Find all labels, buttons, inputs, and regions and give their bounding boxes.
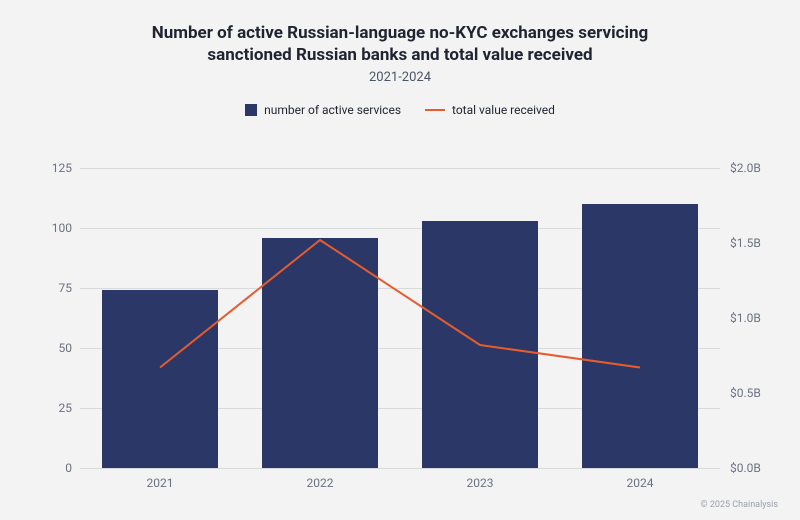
chart-container: Number of active Russian-language no-KYC… xyxy=(0,0,800,520)
y2-axis-tick-label: $0.5B xyxy=(730,386,761,400)
x-axis-tick-label: 2024 xyxy=(627,476,654,490)
plot-area: 0255075100125$0.0B$0.5B$1.0B$1.5B$2.0B20… xyxy=(80,168,720,468)
legend-swatch-bar xyxy=(245,104,257,116)
x-axis-tick-label: 2023 xyxy=(467,476,494,490)
y-axis-tick-label: 25 xyxy=(40,401,72,415)
y-axis-tick-label: 0 xyxy=(40,461,72,475)
legend-item-line: total value received xyxy=(425,103,555,117)
y2-axis-tick-label: $0.0B xyxy=(730,461,761,475)
copyright-text: © 2025 Chainalysis xyxy=(701,500,778,510)
legend-line-label: total value received xyxy=(452,103,555,117)
title-block: Number of active Russian-language no-KYC… xyxy=(0,0,800,85)
legend-item-bars: number of active services xyxy=(245,103,401,117)
y2-axis-tick-label: $1.0B xyxy=(730,311,761,325)
legend-bar-label: number of active services xyxy=(264,103,401,117)
y-axis-tick-label: 50 xyxy=(40,341,72,355)
y-axis-tick-label: 75 xyxy=(40,281,72,295)
x-axis-tick-label: 2022 xyxy=(307,476,334,490)
x-axis-tick-label: 2021 xyxy=(147,476,174,490)
legend: number of active services total value re… xyxy=(0,103,800,117)
line-series xyxy=(80,168,720,468)
chart-title-line2: sanctioned Russian banks and total value… xyxy=(0,44,800,66)
y2-axis-tick-label: $1.5B xyxy=(730,236,761,250)
legend-swatch-line xyxy=(425,109,445,111)
chart-subtitle: 2021-2024 xyxy=(0,70,800,85)
y2-axis-tick-label: $2.0B xyxy=(730,161,761,175)
gridline xyxy=(80,468,720,469)
chart-title-line1: Number of active Russian-language no-KYC… xyxy=(0,22,800,44)
y-axis-tick-label: 125 xyxy=(40,161,72,175)
y-axis-tick-label: 100 xyxy=(40,221,72,235)
